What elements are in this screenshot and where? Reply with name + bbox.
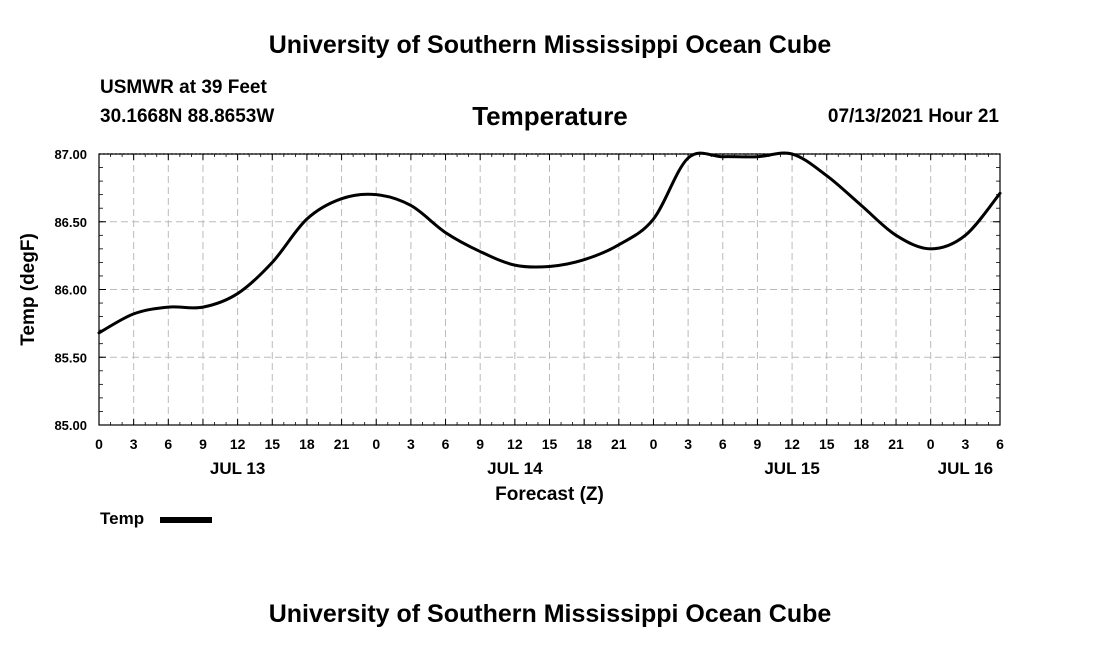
x-date-label: JUL 13 xyxy=(210,459,265,478)
x-tick-label: 18 xyxy=(299,436,315,452)
legend-label: Temp xyxy=(100,509,145,528)
legend-swatch xyxy=(160,517,212,523)
y-axis-title: Temp (degF) xyxy=(18,233,39,346)
series-line-temp xyxy=(97,151,1002,335)
x-tick-label: 15 xyxy=(264,436,280,452)
x-tick-label: 3 xyxy=(684,436,692,452)
x-tick-label: 0 xyxy=(372,436,380,452)
header-title: University of Southern Mississippi Ocean… xyxy=(268,31,832,59)
x-tick-label: 15 xyxy=(542,436,558,452)
x-tick-label: 6 xyxy=(442,436,450,452)
x-tick-label: 12 xyxy=(507,436,523,452)
x-tick-label: 9 xyxy=(199,436,207,452)
x-date-label: JUL 15 xyxy=(764,459,819,478)
x-tick-label: 12 xyxy=(784,436,800,452)
x-tick-label: 21 xyxy=(888,436,904,452)
x-tick-label: 18 xyxy=(854,436,870,452)
footer-title: University of Southern Mississippi Ocean… xyxy=(268,600,832,628)
grid-layer xyxy=(99,153,1000,425)
x-tick-label: 15 xyxy=(819,436,835,452)
x-tick-label: 9 xyxy=(476,436,484,452)
x-tick-label: 6 xyxy=(164,436,172,452)
x-tick-label: 3 xyxy=(961,436,969,452)
x-tick-label: 9 xyxy=(754,436,762,452)
y-tick-label: 86.50 xyxy=(54,215,87,230)
label-layer: 0 3 6 9 12 15 18 21 0 3 6 9 12 15 18 21 0 3 6 9 12 15 18 21 0 3 6 8… xyxy=(18,147,1004,505)
x-axis-title: Forecast (Z) xyxy=(495,484,604,505)
x-tick-label: 18 xyxy=(576,436,592,452)
station-name: USMWR at 39 Feet xyxy=(100,77,267,98)
plot-title: Temperature xyxy=(472,101,628,131)
x-tick-label: 0 xyxy=(95,436,103,452)
x-date-label: JUL 16 xyxy=(938,459,993,478)
x-date-label: JUL 14 xyxy=(487,459,543,478)
x-tick-label: 12 xyxy=(230,436,246,452)
station-coordinates: 30.1668N 88.8653W xyxy=(100,106,275,127)
series-layer xyxy=(97,151,1002,335)
y-tick-label: 85.00 xyxy=(54,418,87,433)
x-tick-label: 6 xyxy=(996,436,1004,452)
y-tick-label: 86.00 xyxy=(54,283,87,298)
x-tick-label: 3 xyxy=(407,436,415,452)
tick-layer xyxy=(98,153,1001,426)
x-tick-label: 0 xyxy=(927,436,935,452)
forecast-date: 07/13/2021 Hour 21 xyxy=(827,106,999,127)
y-tick-label: 87.00 xyxy=(54,147,87,162)
x-tick-label: 3 xyxy=(130,436,138,452)
x-tick-label: 21 xyxy=(611,436,627,452)
x-tick-label: 6 xyxy=(719,436,727,452)
x-tick-label: 21 xyxy=(334,436,350,452)
x-tick-label: 0 xyxy=(650,436,658,452)
y-tick-label: 85.50 xyxy=(54,350,87,365)
